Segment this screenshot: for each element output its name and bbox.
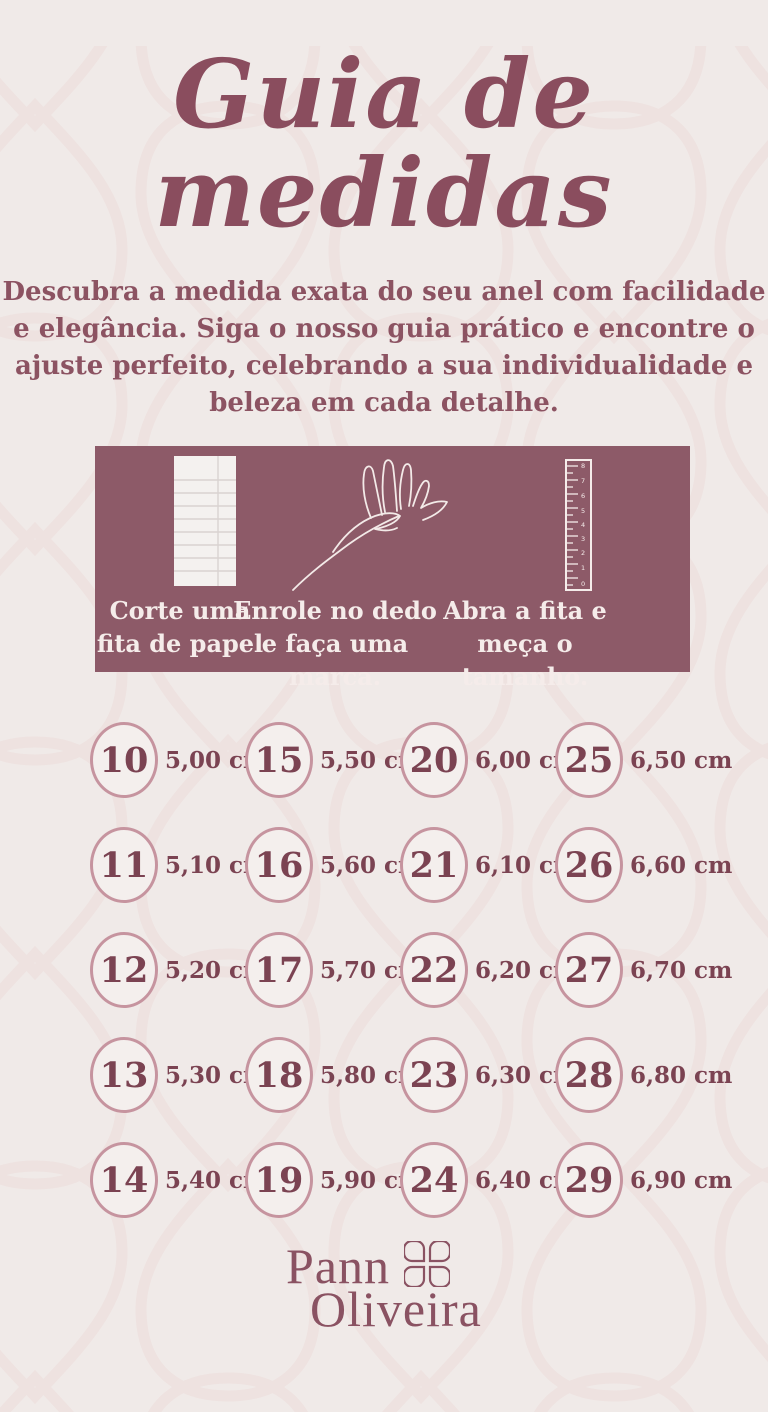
size-circle: 16: [245, 827, 313, 904]
size-circle: 28: [555, 1037, 623, 1114]
size-number: 10: [99, 739, 149, 781]
size-circle: 22: [400, 932, 468, 1009]
size-number: 24: [409, 1159, 459, 1201]
size-item: 25 6,50 cm: [555, 708, 732, 813]
size-number: 14: [99, 1159, 149, 1201]
size-measure: 6,70 cm: [630, 956, 733, 984]
svg-text:1: 1: [581, 564, 585, 572]
size-number: 25: [564, 739, 614, 781]
size-item: 20 6,00 cm: [400, 708, 577, 813]
size-item: 11 5,10 cm: [90, 813, 267, 918]
svg-text:4: 4: [581, 521, 585, 529]
svg-text:8: 8: [581, 462, 585, 470]
svg-text:6: 6: [581, 492, 585, 500]
page-title-line1: Guia de: [173, 39, 595, 150]
size-circle: 24: [400, 1142, 468, 1219]
size-item: 21 6,10 cm: [400, 813, 577, 918]
size-number: 16: [254, 844, 304, 886]
size-number: 19: [254, 1159, 304, 1201]
size-item: 16 5,60 cm: [245, 813, 422, 918]
size-circle: 23: [400, 1037, 468, 1114]
size-number: 28: [564, 1054, 614, 1096]
step-label-wrap-finger: Enrole no dedo e faça uma marca.: [233, 595, 437, 691]
size-measure: 6,80 cm: [630, 1061, 733, 1089]
size-item: 26 6,60 cm: [555, 813, 732, 918]
intro-text: Descubra a medida exata do seu anel com …: [2, 276, 766, 418]
paper-strip-icon: [174, 455, 236, 586]
brand-name-line2: Oliveira: [310, 1280, 482, 1337]
size-item: 15 5,50 cm: [245, 708, 422, 813]
size-circle: 25: [555, 722, 623, 799]
size-item: 12 5,20 cm: [90, 918, 267, 1023]
svg-text:2: 2: [581, 549, 585, 557]
page-title: Guia de medidas: [0, 39, 768, 249]
size-number: 20: [409, 739, 459, 781]
size-circle: 15: [245, 722, 313, 799]
size-circle: 19: [245, 1142, 313, 1219]
size-measure: 6,60 cm: [630, 851, 733, 879]
brand-logo: Pann Oliveira: [0, 1240, 768, 1337]
size-measure: 6,90 cm: [630, 1166, 733, 1194]
ruler-icon: 8 7 6 5 4 3 2 1 0: [565, 458, 592, 591]
size-circle: 14: [90, 1142, 158, 1219]
size-circle: 18: [245, 1037, 313, 1114]
size-number: 23: [409, 1054, 459, 1096]
size-item: 14 5,40 cm: [90, 1128, 267, 1233]
size-number: 27: [564, 949, 614, 991]
size-number: 15: [254, 739, 304, 781]
size-circle: 10: [90, 722, 158, 799]
size-item: 10 5,00 cm: [90, 708, 267, 813]
size-circle: 29: [555, 1142, 623, 1219]
size-circle: 27: [555, 932, 623, 1009]
sizes-grid: 10 5,00 cm 15 5,50 cm 20 6,00 cm 25: [90, 708, 732, 1233]
page-title-line2: medidas: [154, 137, 614, 249]
size-circle: 13: [90, 1037, 158, 1114]
size-circle: 26: [555, 827, 623, 904]
size-item: 23 6,30 cm: [400, 1023, 577, 1128]
svg-text:7: 7: [581, 477, 585, 485]
step-label-measure: Abra a fita e meça o tamanho.: [443, 595, 607, 691]
size-item: 17 5,70 cm: [245, 918, 422, 1023]
size-item: 27 6,70 cm: [555, 918, 732, 1023]
size-item: 19 5,90 cm: [245, 1128, 422, 1233]
size-item: 28 6,80 cm: [555, 1023, 732, 1128]
size-number: 22: [409, 949, 459, 991]
svg-text:0: 0: [581, 580, 585, 588]
size-number: 13: [99, 1054, 149, 1096]
svg-text:3: 3: [581, 535, 585, 543]
size-circle: 17: [245, 932, 313, 1009]
size-item: 13 5,30 cm: [90, 1023, 267, 1128]
butterfly-icon: [404, 1240, 450, 1287]
size-number: 18: [254, 1054, 304, 1096]
size-number: 26: [564, 844, 614, 886]
svg-text:5: 5: [581, 507, 585, 515]
size-circle: 20: [400, 722, 468, 799]
size-number: 12: [99, 949, 149, 991]
size-number: 11: [99, 844, 149, 886]
hand-icon: [292, 458, 448, 591]
size-circle: 11: [90, 827, 158, 904]
size-item: 18 5,80 cm: [245, 1023, 422, 1128]
size-item: 29 6,90 cm: [555, 1128, 732, 1233]
size-measure: 6,50 cm: [630, 746, 733, 774]
size-number: 29: [564, 1159, 614, 1201]
size-number: 21: [409, 844, 459, 886]
size-item: 22 6,20 cm: [400, 918, 577, 1023]
size-number: 17: [254, 949, 304, 991]
size-circle: 21: [400, 827, 468, 904]
size-circle: 12: [90, 932, 158, 1009]
size-item: 24 6,40 cm: [400, 1128, 577, 1233]
